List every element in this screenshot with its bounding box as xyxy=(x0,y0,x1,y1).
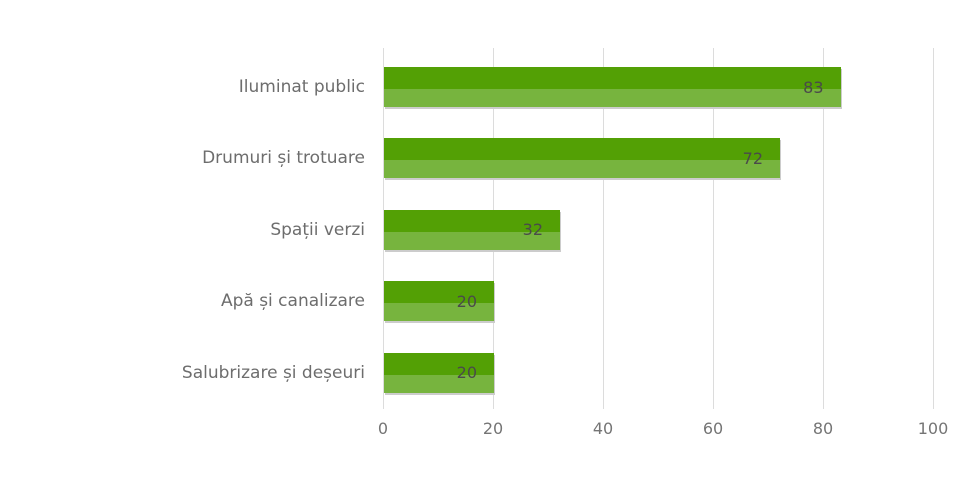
bar-value-label: 83 xyxy=(803,77,824,97)
bar: 20 xyxy=(384,352,494,393)
x-tick-label: 60 xyxy=(702,419,724,438)
bar-value-label: 72 xyxy=(742,148,763,168)
category-label: Apă și canalizare xyxy=(220,291,365,312)
x-tick-label: 20 xyxy=(482,419,504,438)
bar: 20 xyxy=(384,281,494,322)
bar: 83 xyxy=(384,67,841,107)
x-gridline xyxy=(713,48,714,409)
category-label: Spații verzi xyxy=(270,219,365,240)
x-tick-label: 80 xyxy=(812,419,834,438)
x-gridline xyxy=(603,48,604,409)
x-tick-label: 0 xyxy=(377,419,389,438)
bar-value-label: 20 xyxy=(456,363,477,383)
x-tick-label: 100 xyxy=(917,419,949,438)
category-label: Salubrizare și deșeuri xyxy=(181,362,365,383)
bar-value-label: 32 xyxy=(522,220,543,240)
bar: 72 xyxy=(384,138,780,179)
bar-value-label: 20 xyxy=(456,291,477,311)
x-gridline xyxy=(933,48,934,409)
category-label: Iluminat public xyxy=(238,77,365,97)
x-gridline xyxy=(383,48,384,409)
bar: 32 xyxy=(384,209,560,250)
x-gridline xyxy=(823,48,824,409)
category-label: Drumuri și trotuare xyxy=(202,148,365,169)
x-tick-label: 40 xyxy=(592,419,614,438)
